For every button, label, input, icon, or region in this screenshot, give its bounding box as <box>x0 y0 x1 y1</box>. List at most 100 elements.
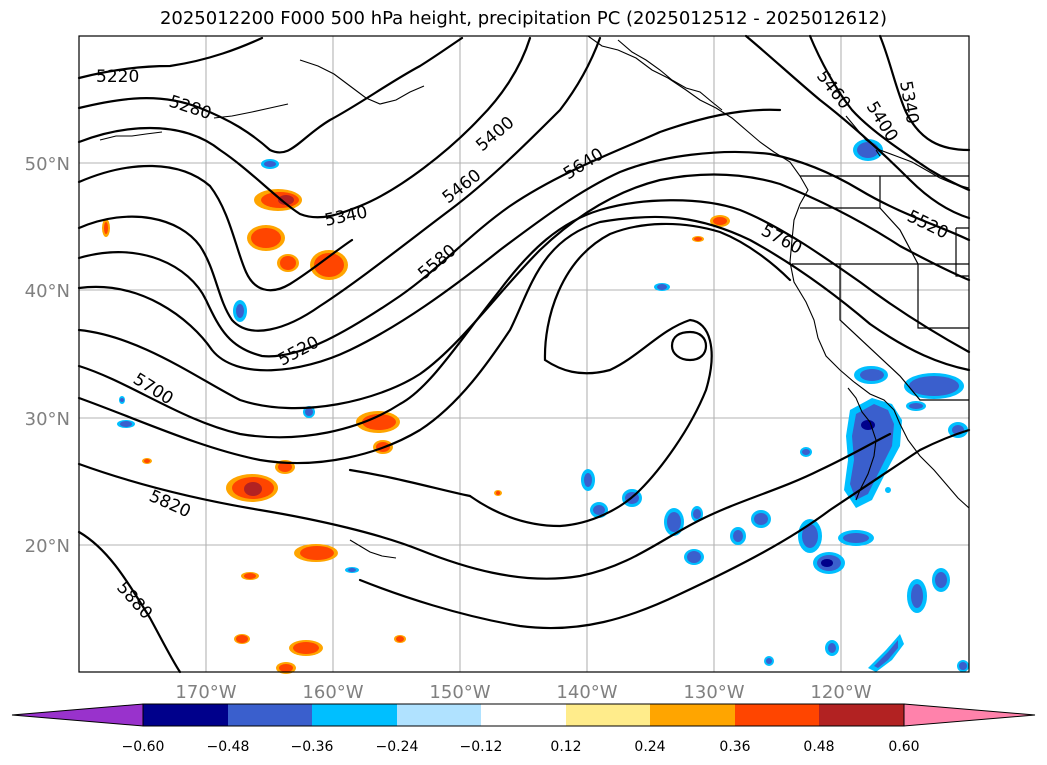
precip-blob <box>289 640 323 656</box>
colorbar-segment <box>228 704 312 726</box>
colorbar-tick-label: 0.48 <box>803 739 834 755</box>
lon-tick-label: 160°W <box>302 682 363 703</box>
coast-aleutians-west <box>99 131 163 141</box>
contour-5280 <box>77 36 464 154</box>
coast-island <box>875 149 881 157</box>
border-nv <box>917 264 969 329</box>
colorbar-extend-low <box>11 703 144 727</box>
precip-blob <box>261 159 279 169</box>
precip-blob <box>813 552 845 574</box>
precip-blob <box>119 396 125 404</box>
precip-blob <box>241 572 259 580</box>
coast-baja <box>847 387 877 501</box>
colorbar-tick-label: −0.48 <box>207 739 250 755</box>
contour-5460 <box>77 108 782 358</box>
precip-blob <box>345 567 359 573</box>
lon-tick-label: 120°W <box>810 682 871 703</box>
precip-blob <box>764 656 774 666</box>
contour-5760-inner <box>468 222 792 528</box>
colorbar-outline <box>142 703 905 727</box>
contour-5220 <box>77 36 264 80</box>
colorbar-segment <box>481 704 566 726</box>
contour-5340-east <box>878 34 971 152</box>
lon-tick-label: 140°W <box>556 682 617 703</box>
precip-blob <box>868 634 904 672</box>
precip-blob <box>294 544 338 562</box>
contour-5760-low <box>670 330 708 362</box>
colorbar-segment <box>143 704 228 726</box>
coast-alaska-panhandle <box>617 39 723 111</box>
lat-tick-label: 20°N <box>25 536 70 557</box>
precip-blob <box>730 527 746 545</box>
precip-blob <box>310 250 348 280</box>
graticule <box>79 36 969 672</box>
height-contours <box>77 34 971 674</box>
precip-blob <box>142 458 152 464</box>
precip-blob <box>906 401 926 411</box>
contour-5880 <box>77 530 182 674</box>
lon-tick-label: 170°W <box>175 682 236 703</box>
precip-blob <box>247 225 285 251</box>
lat-tick-label: 50°N <box>25 154 70 175</box>
precip-blob <box>494 490 502 496</box>
precip-blob <box>226 474 278 502</box>
precip-blob <box>276 662 296 674</box>
precip-blob <box>907 579 927 613</box>
precip-blob <box>751 510 771 528</box>
colorbar-tick-label: −0.24 <box>376 739 419 755</box>
precip-blob <box>854 366 888 384</box>
precip-blob <box>885 487 891 493</box>
precip-blob <box>394 635 406 643</box>
colorbar-tick-label: 0.24 <box>634 739 665 755</box>
contour-5520 <box>77 150 971 372</box>
colorbar-segment <box>735 704 819 726</box>
precip-blob <box>254 189 302 211</box>
lon-tick-label: 150°W <box>429 682 490 703</box>
colorbar-tick-label: 0.36 <box>719 739 750 755</box>
colorbar-extend-high <box>903 703 1036 727</box>
precip-blob <box>800 447 812 457</box>
precip-blob <box>590 502 608 518</box>
lat-tick-label: 30°N <box>25 409 70 430</box>
precip-blob <box>838 530 874 546</box>
lat-tick-labels: 50°N 40°N 30°N 20°N <box>25 154 70 557</box>
colorbar-segment <box>819 704 904 726</box>
lat-tick-label: 40°N <box>25 281 70 302</box>
precip-blob <box>684 549 704 565</box>
colorbar-tick-label: −0.12 <box>460 739 503 755</box>
precip-blob <box>904 373 964 399</box>
colorbar-segment <box>397 704 481 726</box>
precip-blob <box>957 660 969 672</box>
map-title: 2025012200 F000 500 hPa height, precipit… <box>159 8 888 29</box>
precip-blob <box>233 300 247 322</box>
contour-5340 <box>77 36 532 219</box>
precip-blob <box>117 420 135 428</box>
map-frame <box>78 35 970 673</box>
precip-blob <box>691 506 703 522</box>
colorbar-tick-label: −0.60 <box>122 739 165 755</box>
contour-5640 <box>77 199 971 439</box>
colorbar-tick-label: 0.60 <box>888 739 919 755</box>
precip-negative-blobs <box>117 139 969 672</box>
contour-5700 <box>77 215 971 465</box>
colorbar-tick-label: 0.12 <box>550 739 581 755</box>
precip-blob <box>825 640 839 656</box>
contour-5580 <box>77 173 971 410</box>
contour-5820 <box>77 432 892 580</box>
border-id-mt <box>955 227 969 277</box>
contour-5340b <box>77 164 354 292</box>
precip-blob <box>581 469 595 491</box>
coast-hawaii <box>349 539 397 559</box>
coast-aleutians <box>213 103 289 119</box>
precip-blob <box>932 568 950 592</box>
contour-5880b <box>358 428 971 630</box>
coast-north-america <box>587 35 970 509</box>
precip-blob <box>664 508 684 536</box>
contour-5400 <box>77 36 602 332</box>
precip-positive-blobs <box>102 189 730 674</box>
precip-blob <box>277 254 299 272</box>
colorbar-tick-label: −0.36 <box>291 739 334 755</box>
precip-blob <box>654 283 670 291</box>
precip-blob <box>102 219 110 237</box>
